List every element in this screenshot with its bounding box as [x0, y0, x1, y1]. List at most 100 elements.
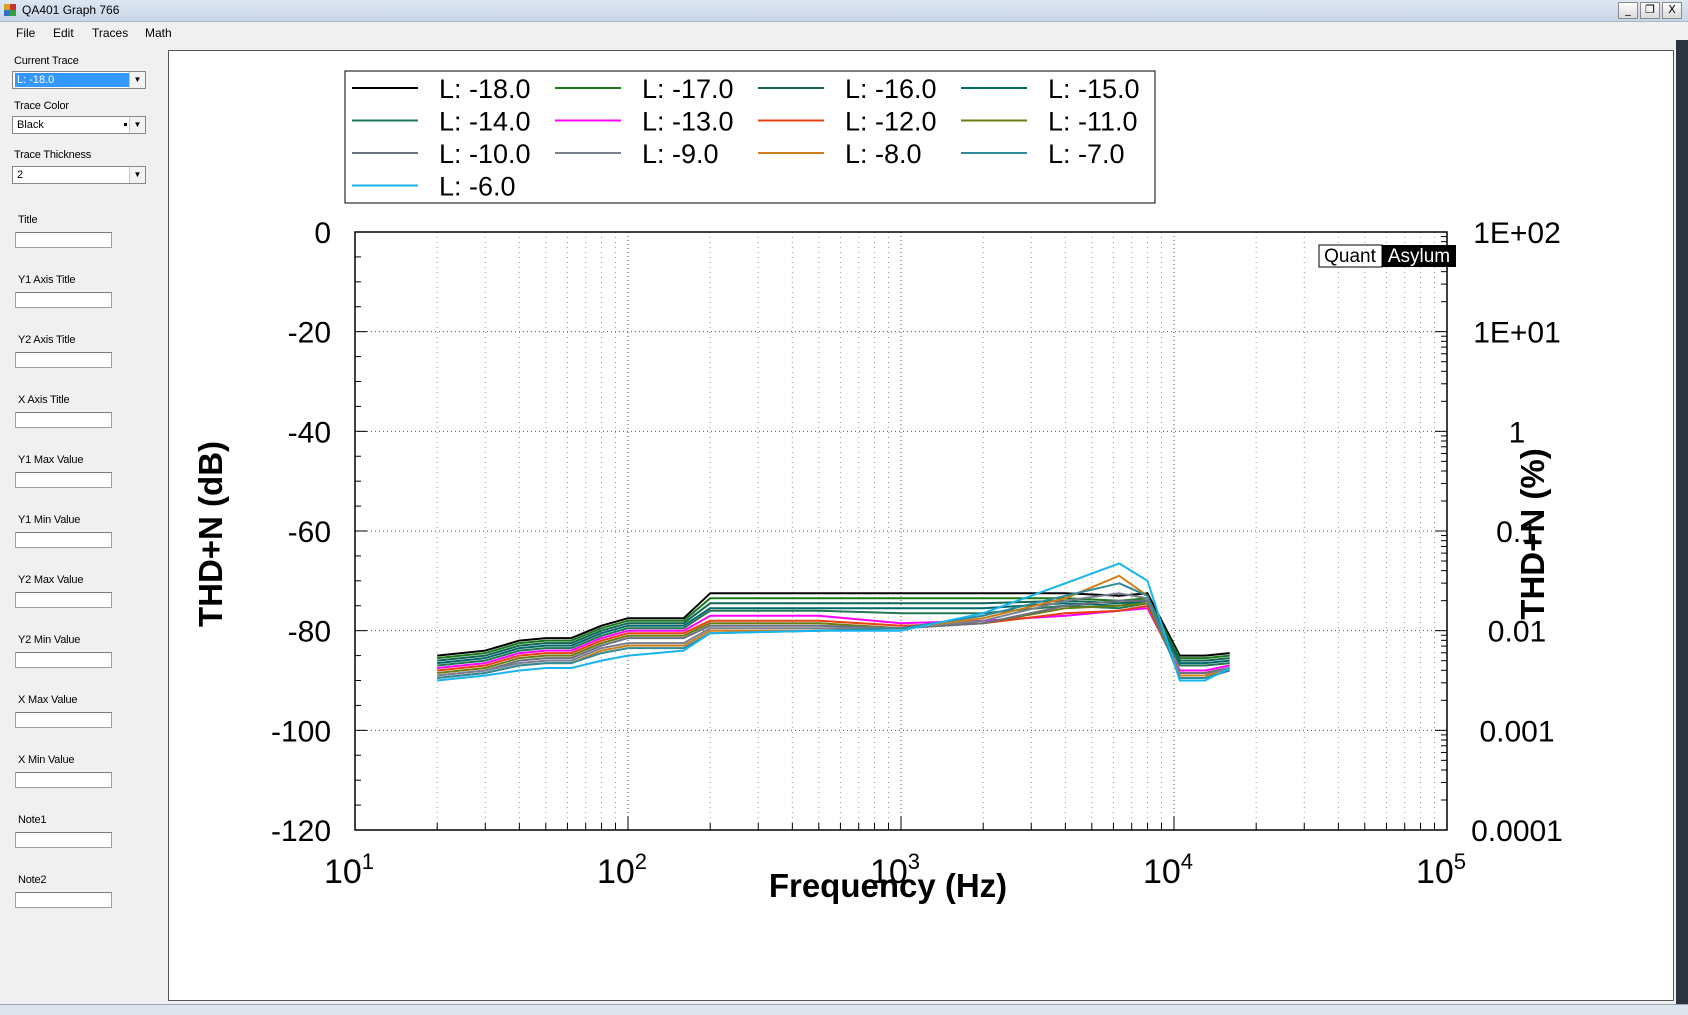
legend-label: L: -10.0 [439, 139, 531, 169]
legend-label: L: -15.0 [1048, 74, 1140, 104]
y-tick-label: -80 [288, 616, 331, 649]
menu-edit[interactable]: Edit [53, 26, 74, 40]
axis-titles: Frequency (Hz) THD+N (dB) THD+N (%) [192, 441, 1551, 904]
y2-tick-label: 0.0001 [1471, 815, 1563, 848]
axis-ticks [354, 231, 1447, 831]
x-min-value-field[interactable] [15, 772, 112, 788]
x-max-value-field[interactable] [15, 712, 112, 728]
menu-file[interactable]: File [16, 26, 36, 40]
window-title: QA401 Graph 766 [22, 3, 120, 17]
legend-label: L: -13.0 [642, 107, 734, 137]
y2-axis-title-label: Y2 Axis Title [18, 334, 76, 346]
current-trace-value: L: -18.0 [15, 73, 131, 87]
y2-axis-title: THD+N (%) [1514, 448, 1551, 619]
legend-label: L: -9.0 [642, 139, 719, 169]
close-button[interactable]: X [1662, 2, 1682, 19]
y2-tick-label: 1E+02 [1473, 217, 1561, 250]
menu-bar: File Edit Traces Math [0, 22, 1688, 44]
trace-thickness-label: Trace Thickness [14, 149, 92, 161]
chart-area: 0 -20 -40 -60 -80 -100 -120 1E+02 1E+01 1 0.1 0.01 0… [168, 50, 1674, 1001]
note1-field[interactable] [15, 832, 112, 848]
x-tick-label: 103 [870, 849, 920, 891]
legend-label: L: -6.0 [439, 172, 516, 202]
note2-field[interactable] [15, 892, 112, 908]
legend-label: L: -18.0 [439, 74, 531, 104]
y-tick-label: -120 [271, 815, 331, 848]
menu-traces[interactable]: Traces [92, 26, 129, 40]
y2-tick-label: 0.01 [1488, 616, 1546, 649]
watermark-left-text: Quant [1324, 246, 1376, 267]
legend-label: L: -7.0 [1048, 139, 1125, 169]
desktop-edge [1676, 40, 1688, 1004]
watermark-right-text: Asylum [1388, 246, 1450, 267]
legend-label: L: -8.0 [845, 139, 922, 169]
x-tick-label: 104 [1143, 849, 1193, 891]
minimize-button[interactable]: _ [1618, 2, 1638, 19]
y-tick-label: -20 [288, 317, 331, 350]
note1-label: Note1 [18, 814, 47, 826]
legend-label: L: -11.0 [1048, 107, 1138, 137]
series-line--18.0 [437, 592, 1230, 657]
restore-button[interactable]: ❐ [1640, 2, 1660, 19]
x-axis-title: Frequency (Hz) [769, 867, 1007, 904]
legend-label: L: -16.0 [845, 74, 937, 104]
trace-color-label: Trace Color [14, 100, 69, 112]
current-trace-label: Current Trace [14, 55, 79, 67]
y1-max-value-label: Y1 Max Value [18, 454, 84, 466]
y-tick-label: -40 [288, 416, 331, 449]
y1-min-value-field[interactable] [15, 532, 112, 548]
series-line--6.0 [437, 562, 1231, 682]
legend-label: L: -12.0 [845, 107, 937, 137]
x-axis-title-label: X Axis Title [18, 394, 70, 406]
y2-tick-label: 0.001 [1479, 715, 1554, 748]
trace-thickness-select[interactable]: 2 ▼ [12, 166, 146, 184]
y2-max-value-field[interactable] [15, 592, 112, 608]
color-swatch-icon [124, 123, 127, 126]
watermark-right-box [1382, 245, 1456, 267]
trace-color-value: Black [17, 119, 44, 131]
y2-tick-label: 1E+01 [1473, 317, 1561, 350]
current-trace-select[interactable]: L: -18.0 ▼ [12, 71, 146, 89]
x-tick-label: 101 [324, 849, 374, 891]
settings-panel: Current Trace L: -18.0 ▼ Trace Color Bla… [0, 44, 166, 1004]
x-tick-label: 102 [597, 849, 647, 891]
chart-grid [355, 232, 1447, 830]
x-min-value-label: X Min Value [18, 754, 75, 766]
app-icon [4, 4, 16, 16]
y1-max-value-field[interactable] [15, 472, 112, 488]
y1-min-value-label: Y1 Min Value [18, 514, 81, 526]
y2-min-value-label: Y2 Min Value [18, 634, 81, 646]
chevron-down-icon[interactable]: ▼ [129, 72, 145, 88]
thd-chart: 0 -20 -40 -60 -80 -100 -120 1E+02 1E+01 1 0.1 0.01 0… [192, 70, 1563, 904]
y-tick-label: -100 [271, 715, 331, 748]
axis-tick-labels: 0 -20 -40 -60 -80 -100 -120 1E+02 1E+01 1 0.1 0.01 0… [271, 217, 1563, 891]
y1-axis-title-label: Y1 Axis Title [18, 274, 76, 286]
chart-legend: L: -18.0 L: -17.0 L: -16.0 L: -15.0 L: -14.0… [344, 70, 1156, 204]
y1-axis-title: THD+N (dB) [192, 441, 229, 627]
legend-box [344, 70, 1156, 204]
watermark-logo: Quant Asylum [1318, 244, 1456, 268]
x-max-value-label: X Max Value [18, 694, 78, 706]
y1-axis-title-field[interactable] [15, 292, 112, 308]
trace-color-select[interactable]: Black ▼ [12, 116, 146, 134]
window-title-bar: QA401 Graph 766 _ ❐ X [0, 0, 1688, 22]
y2-tick-label: 0.1 [1496, 516, 1538, 549]
menu-math[interactable]: Math [145, 26, 172, 40]
legend-label: L: -17.0 [642, 74, 734, 104]
y-tick-label: -60 [288, 516, 331, 549]
y2-min-value-field[interactable] [15, 652, 112, 668]
series-lines [437, 562, 1231, 682]
y2-axis-title-field[interactable] [15, 352, 112, 368]
taskbar [0, 1004, 1688, 1015]
x-axis-title-field[interactable] [15, 412, 112, 428]
legend-label: L: -14.0 [439, 107, 531, 137]
x-tick-label: 105 [1416, 849, 1466, 891]
note2-label: Note2 [18, 874, 47, 886]
y2-max-value-label: Y2 Max Value [18, 574, 84, 586]
chevron-down-icon[interactable]: ▼ [129, 167, 145, 183]
title-field[interactable] [15, 232, 112, 248]
chevron-down-icon[interactable]: ▼ [129, 117, 145, 133]
title-field-label: Title [18, 214, 38, 226]
y-tick-label: 0 [314, 217, 331, 250]
trace-thickness-value: 2 [17, 169, 24, 181]
